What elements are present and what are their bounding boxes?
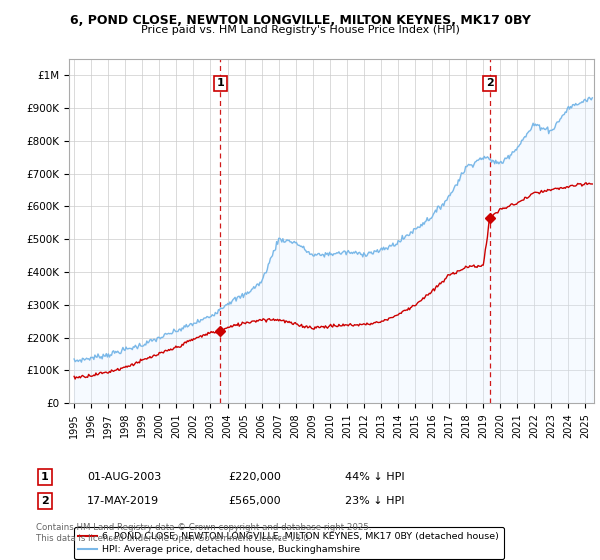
Text: 2: 2 <box>486 78 494 88</box>
Text: 17-MAY-2019: 17-MAY-2019 <box>87 496 159 506</box>
Text: 01-AUG-2003: 01-AUG-2003 <box>87 472 161 482</box>
Text: 23% ↓ HPI: 23% ↓ HPI <box>345 496 404 506</box>
Legend: 6, POND CLOSE, NEWTON LONGVILLE, MILTON KEYNES, MK17 0BY (detached house), HPI: : 6, POND CLOSE, NEWTON LONGVILLE, MILTON … <box>74 528 503 559</box>
Text: 1: 1 <box>41 472 49 482</box>
Text: 2: 2 <box>41 496 49 506</box>
Text: 6, POND CLOSE, NEWTON LONGVILLE, MILTON KEYNES, MK17 0BY: 6, POND CLOSE, NEWTON LONGVILLE, MILTON … <box>70 14 530 27</box>
Text: £220,000: £220,000 <box>228 472 281 482</box>
Text: Contains HM Land Registry data © Crown copyright and database right 2025.
This d: Contains HM Land Registry data © Crown c… <box>36 524 371 543</box>
Text: 44% ↓ HPI: 44% ↓ HPI <box>345 472 404 482</box>
Text: £565,000: £565,000 <box>228 496 281 506</box>
Text: Price paid vs. HM Land Registry's House Price Index (HPI): Price paid vs. HM Land Registry's House … <box>140 25 460 35</box>
Text: 1: 1 <box>217 78 224 88</box>
